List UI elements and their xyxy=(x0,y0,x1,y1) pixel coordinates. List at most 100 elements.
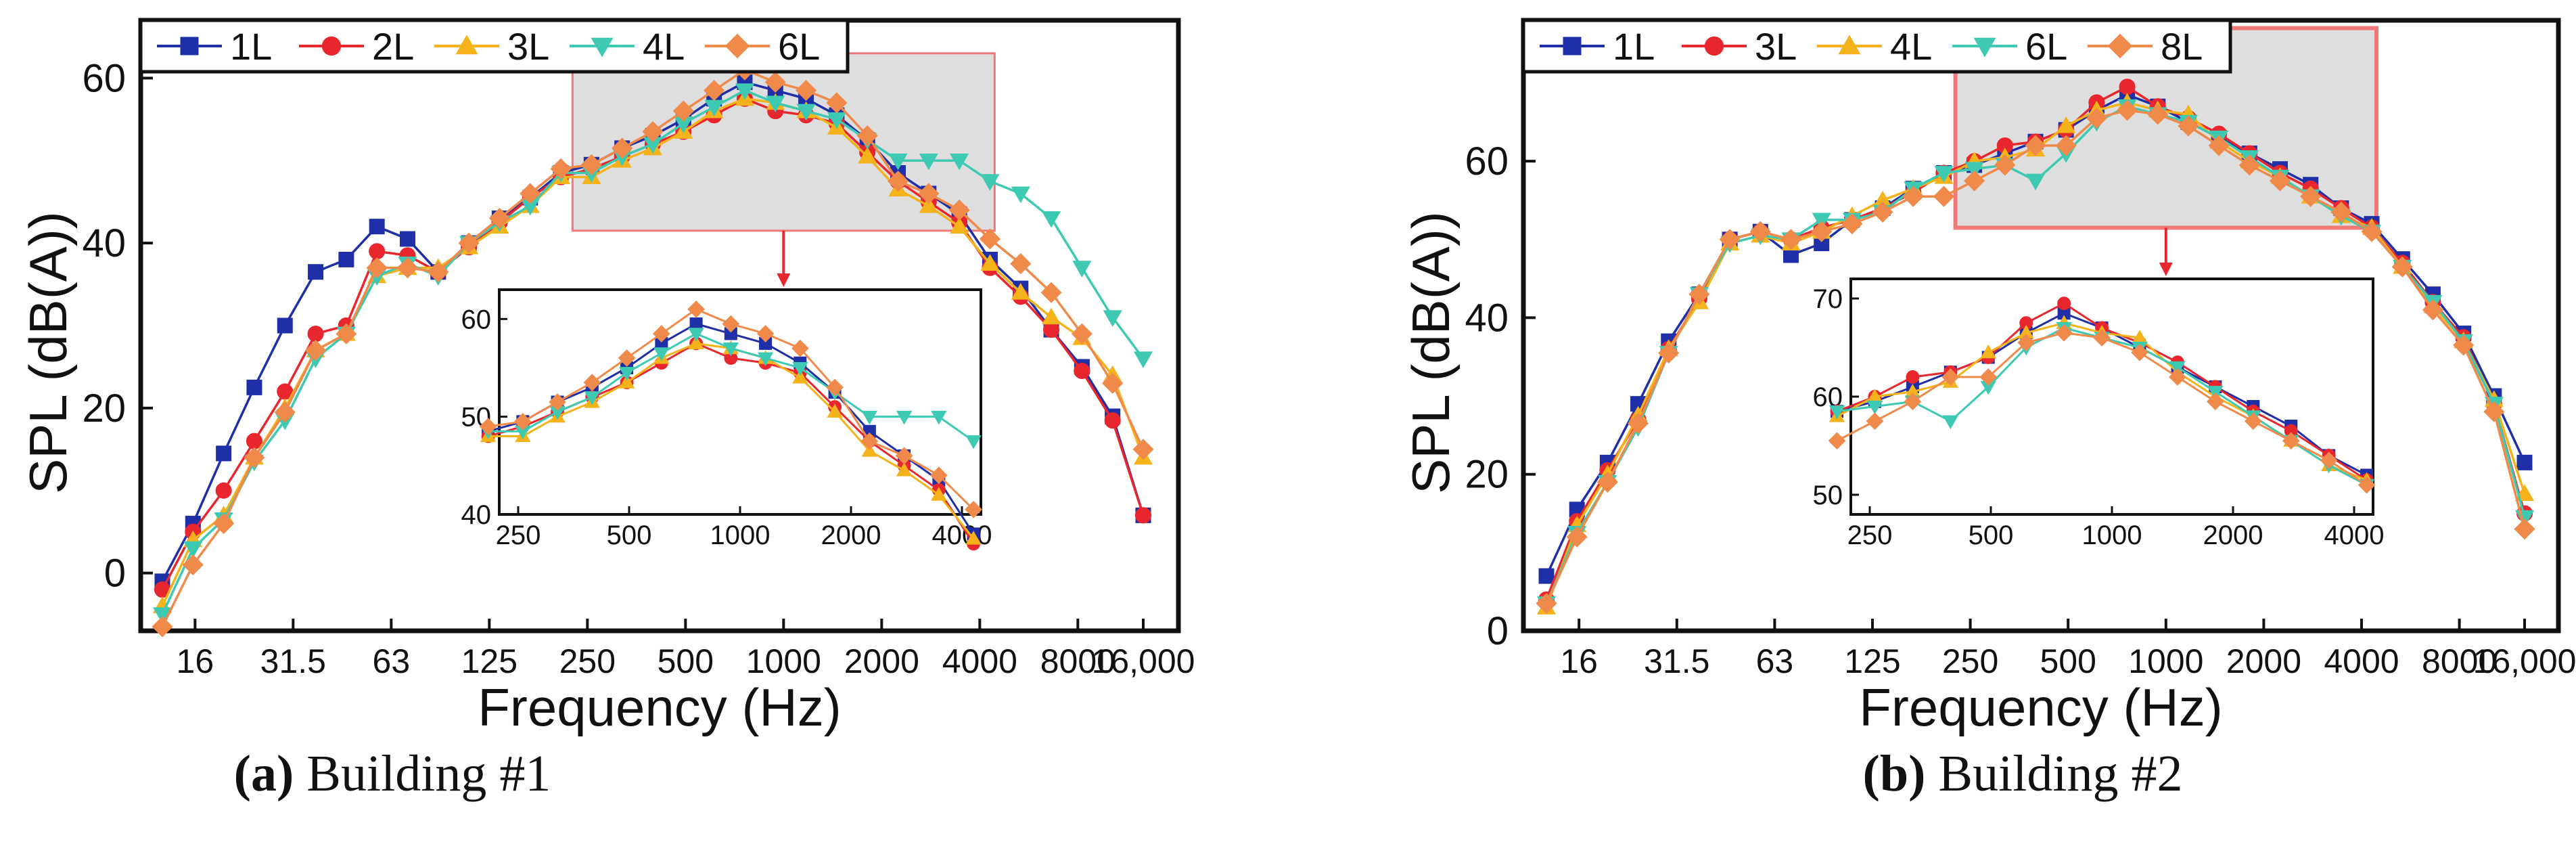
data-point-8L xyxy=(1964,170,1985,192)
data-point-6L xyxy=(1102,372,1124,394)
legend-marker-3L xyxy=(455,35,478,55)
data-point-6L xyxy=(366,257,388,279)
data-point-8L xyxy=(2483,401,2505,422)
inset-data-point-6L xyxy=(583,374,601,391)
y-tick-label: 40 xyxy=(1465,296,1509,340)
data-point-8L xyxy=(1596,471,1618,493)
data-point-4L xyxy=(950,153,969,171)
inset-data-point-3L xyxy=(931,487,947,501)
data-point-6L xyxy=(580,154,602,175)
inset-data-point-6L xyxy=(929,466,948,485)
data-point-4L xyxy=(1072,261,1092,278)
inset-data-point-6L xyxy=(722,315,740,333)
legend-marker-6L xyxy=(724,33,750,59)
data-point-8L xyxy=(1628,412,1649,435)
x-tick-label: 8000 xyxy=(2422,642,2497,680)
inset-data-point-6L xyxy=(618,349,636,367)
data-point-8L xyxy=(2178,115,2199,137)
data-point-3L xyxy=(919,196,938,213)
series-8L xyxy=(1536,99,2535,615)
x-tick-label: 4000 xyxy=(942,642,1017,680)
x-tick-label: 63 xyxy=(373,642,411,680)
inset-data-point-6L xyxy=(860,432,879,450)
data-point-6L xyxy=(520,183,541,204)
inset-data-point-6L xyxy=(756,325,775,342)
data-point-6L xyxy=(704,80,725,102)
data-point-6L xyxy=(918,183,940,204)
x-tick-label: 16,000 xyxy=(2473,642,2576,680)
inset-data-point-6L xyxy=(2207,386,2224,400)
inset-data-point-4L xyxy=(931,411,947,425)
inset-data-point-8L xyxy=(2320,451,2338,470)
series-6L xyxy=(152,59,1154,638)
caption-b-text: Building #2 xyxy=(1938,745,2183,802)
inset-data-point-4L xyxy=(896,411,913,425)
inset-data-point-3L xyxy=(688,335,704,349)
data-point-6L xyxy=(182,554,204,576)
legend-marker-3L xyxy=(1704,36,1724,56)
y-tick-label: 20 xyxy=(1465,453,1509,497)
data-point-6L xyxy=(244,447,265,468)
data-point-3L xyxy=(950,217,969,234)
zoom-arrow-head xyxy=(2159,263,2173,276)
inset-data-point-6L xyxy=(2169,361,2186,376)
x-tick-label: 1000 xyxy=(2128,642,2203,680)
x-tick-label: 16,000 xyxy=(1092,642,1195,680)
inset-x-tick-label: 500 xyxy=(607,520,652,550)
inset-data-point-3L xyxy=(896,462,913,477)
data-point-8L xyxy=(2117,99,2138,121)
y-tick-label: 60 xyxy=(1465,139,1509,183)
inset-data-point-8L xyxy=(1979,368,1998,386)
x-tick-label: 4000 xyxy=(2324,642,2399,680)
data-point-6L xyxy=(396,257,419,279)
data-point-6L xyxy=(550,158,572,179)
data-point-8L xyxy=(2361,221,2383,242)
inset-data-point-6L xyxy=(652,325,670,342)
inset-data-point-8L xyxy=(2244,412,2262,430)
inset-data-point-3L xyxy=(792,370,808,384)
inset-data-point-6L xyxy=(1828,405,1845,420)
inset-series-6L xyxy=(479,301,982,518)
x-tick-label: 63 xyxy=(1756,642,1794,680)
inset-data-point-8L xyxy=(2055,324,2073,342)
data-point-6L xyxy=(488,207,510,229)
inset-data-point-6L xyxy=(965,500,982,518)
inset-x-tick-label: 4000 xyxy=(2324,520,2385,550)
data-point-4L xyxy=(2056,116,2076,133)
data-point-6L xyxy=(1812,213,1831,230)
inset-data-point-6L xyxy=(479,418,497,435)
data-point-1L xyxy=(338,251,354,267)
x-tick-label: 125 xyxy=(1844,642,1900,680)
x-tick-label: 500 xyxy=(658,642,714,680)
inset-data-point-8L xyxy=(2131,343,2148,361)
x-tick-label: 8000 xyxy=(1040,642,1116,680)
legend: 1L 2L 3L 4L 6L xyxy=(139,18,850,74)
legend-marker-8L xyxy=(2107,33,2133,59)
inset-x-tick-label: 250 xyxy=(1847,520,1893,550)
data-point-2L xyxy=(307,326,324,342)
inset-y-tick-label: 60 xyxy=(461,305,492,334)
legend-label-8L: 8L xyxy=(2161,25,2203,68)
data-point-8L xyxy=(2422,299,2443,321)
inset-frame xyxy=(498,288,982,516)
data-point-2L xyxy=(1134,507,1152,524)
legend-label-4L: 4L xyxy=(1890,25,1932,68)
inset-data-point-8L xyxy=(2017,334,2036,352)
inset-data-point-6L xyxy=(549,393,566,411)
x-tick-label: 125 xyxy=(461,642,518,680)
inset-data-point-4L xyxy=(618,367,635,381)
data-point-2L xyxy=(369,243,386,260)
inset-data-point-6L xyxy=(687,301,705,318)
inset-x-tick-label: 1000 xyxy=(710,520,770,550)
inset-data-point-3L xyxy=(861,443,877,457)
inset-data-point-6L xyxy=(1866,400,1883,415)
inset-x-tick-label: 500 xyxy=(1969,520,2014,550)
data-point-6L xyxy=(1964,162,1984,179)
legend-label-6L: 6L xyxy=(778,25,820,68)
data-point-6L xyxy=(274,401,296,423)
data-point-3L xyxy=(1011,283,1030,300)
inset-data-point-4L xyxy=(722,342,739,357)
data-point-8L xyxy=(1688,284,1710,305)
inset-data-point-8L xyxy=(1828,432,1846,450)
